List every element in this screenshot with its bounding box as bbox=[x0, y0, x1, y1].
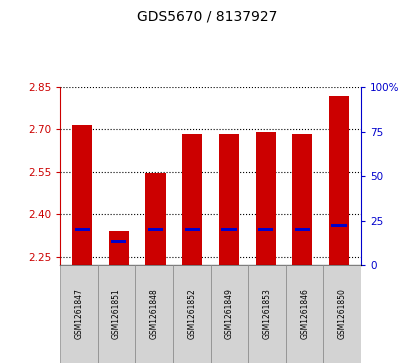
Bar bbox=[286, 265, 323, 363]
Bar bbox=[329, 95, 349, 265]
Bar bbox=[211, 265, 248, 363]
Bar bbox=[221, 228, 237, 231]
Text: GSM1261847: GSM1261847 bbox=[74, 289, 83, 339]
Bar bbox=[72, 125, 92, 265]
Bar bbox=[295, 228, 310, 231]
Text: GSM1261852: GSM1261852 bbox=[187, 289, 196, 339]
Bar bbox=[60, 265, 98, 363]
Bar bbox=[332, 224, 347, 228]
Text: GSM1261849: GSM1261849 bbox=[225, 289, 234, 339]
Text: GSM1261851: GSM1261851 bbox=[112, 289, 121, 339]
Bar bbox=[75, 228, 90, 231]
Bar bbox=[148, 228, 163, 231]
Bar bbox=[185, 228, 200, 231]
Bar bbox=[111, 240, 127, 244]
Bar bbox=[248, 265, 286, 363]
Bar bbox=[182, 134, 203, 265]
Bar bbox=[98, 265, 135, 363]
Text: GSM1261853: GSM1261853 bbox=[263, 289, 271, 339]
Bar bbox=[292, 134, 312, 265]
Bar bbox=[256, 132, 276, 265]
Bar bbox=[258, 228, 273, 231]
Text: GSM1261848: GSM1261848 bbox=[150, 289, 159, 339]
Text: GSM1261846: GSM1261846 bbox=[300, 289, 309, 339]
Bar bbox=[173, 265, 211, 363]
Bar bbox=[135, 265, 173, 363]
Bar bbox=[323, 265, 361, 363]
Text: GDS5670 / 8137927: GDS5670 / 8137927 bbox=[137, 9, 278, 23]
Bar bbox=[219, 134, 239, 265]
Text: GSM1261850: GSM1261850 bbox=[338, 289, 347, 339]
Bar bbox=[146, 173, 166, 265]
Bar bbox=[109, 231, 129, 265]
